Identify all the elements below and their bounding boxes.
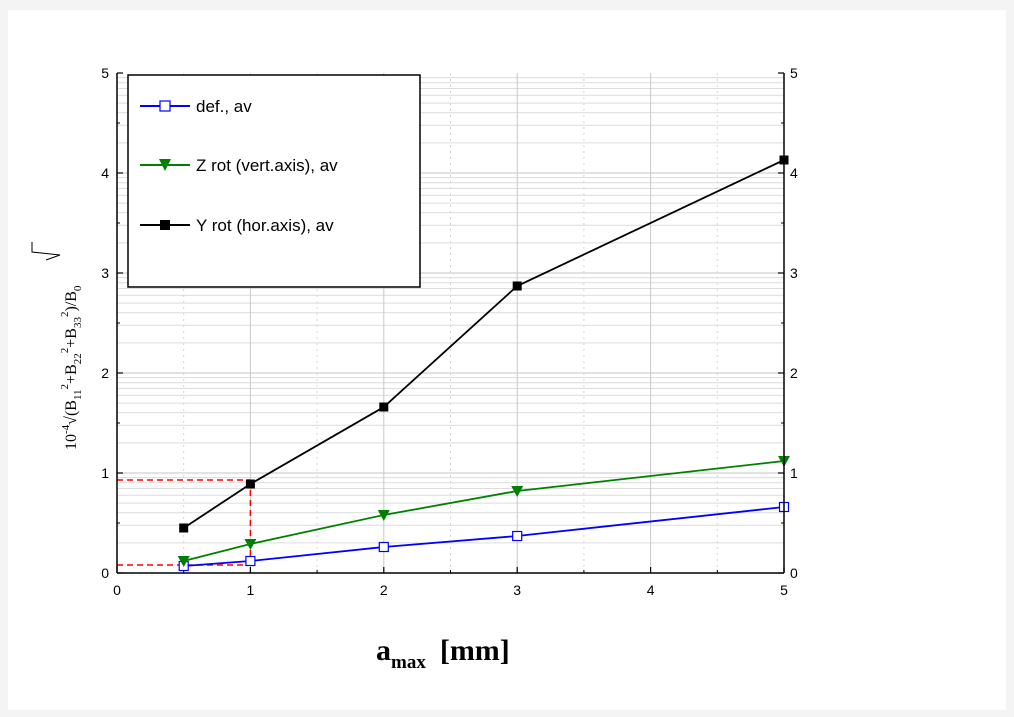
y-tick-label-left: 5: [101, 65, 109, 81]
y-tick-label-right: 4: [790, 165, 798, 181]
data-point: [177, 556, 190, 567]
data-point: [512, 530, 523, 542]
data-point: [245, 479, 255, 489]
axes: 0 01 12 23 34 45 50 1 2 3 4 5: [101, 65, 798, 598]
legend-entry-def: def., av: [140, 97, 252, 116]
data-point: [244, 539, 257, 550]
legend-marker-yrot: [160, 220, 170, 230]
legend-label-def: def., av: [196, 97, 252, 116]
y-tick-label-right: 3: [790, 265, 798, 281]
data-point: [378, 541, 389, 553]
legend-entry-yrot: Y rot (hor.axis), av: [140, 216, 334, 235]
sqrt-sign: [31, 242, 61, 261]
x-tick-label: 2: [380, 582, 388, 598]
y-tick-label-right: 5: [790, 65, 798, 81]
data-point: [245, 555, 256, 567]
y-tick-label-right: 1: [790, 465, 798, 481]
legend-entry-zrot: Z rot (vert.axis), av: [140, 156, 338, 175]
x-tick-label: 4: [647, 582, 655, 598]
x-tick-label: 1: [247, 582, 255, 598]
x-axis-label: amax [mm]: [376, 634, 510, 673]
legend-label-yrot: Y rot (hor.axis), av: [196, 216, 334, 235]
y-tick-label-left: 2: [101, 365, 109, 381]
y-tick-label-right: 0: [790, 565, 798, 581]
y-tick-label-left: 0: [101, 565, 109, 581]
y-tick-label-left: 1: [101, 465, 109, 481]
data-point: [512, 281, 522, 291]
data-point: [377, 510, 390, 521]
legend-label-zrot: Z rot (vert.axis), av: [196, 156, 338, 175]
y-tick-label-left: 4: [101, 165, 109, 181]
data-point: [179, 523, 189, 533]
legend-marker-def: [159, 100, 171, 112]
x-tick-label: 5: [780, 582, 788, 598]
legend: def., av Z rot (vert.axis), av Y rot (ho…: [127, 74, 421, 288]
x-tick-label: 3: [513, 582, 521, 598]
legend-marker-zrot: [159, 159, 171, 171]
y-axis-label-text: 10-4√(B112+B222+B332)/B0: [59, 285, 84, 450]
y-tick-label-right: 2: [790, 365, 798, 381]
y-axis-label: 10-4√(B112+B222+B332)/B0: [31, 242, 84, 450]
data-point: [379, 402, 389, 412]
legend-box: [127, 74, 421, 288]
red-dashed-guides: [117, 479, 252, 573]
y-tick-label-left: 3: [101, 265, 109, 281]
data-point: [511, 486, 524, 497]
x-tick-label: 0: [113, 582, 121, 598]
